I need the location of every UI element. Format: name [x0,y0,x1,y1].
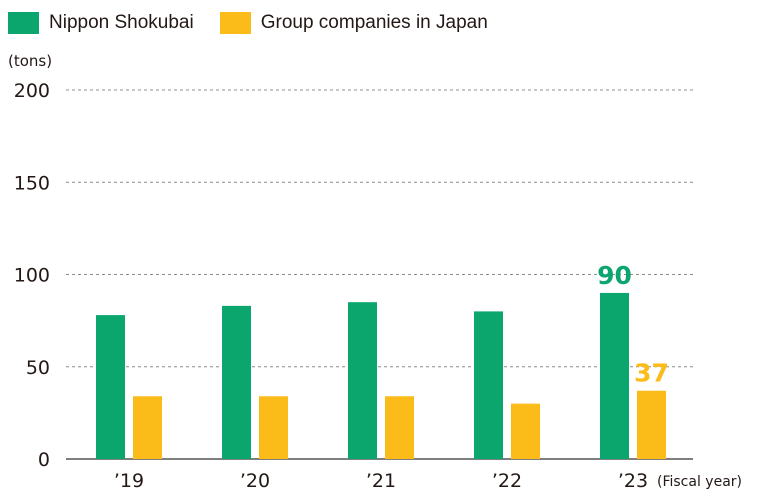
bar-group-companies [385,396,414,459]
legend-swatch-group-companies [219,12,251,34]
y-tick-label: 0 [38,449,50,471]
y-axis-unit-label: (tons) [8,52,53,70]
x-tick-label: ’20 [240,470,270,492]
data-label: 90 [597,261,632,290]
bar-nippon-shokubai [348,302,377,459]
bar-nippon-shokubai [474,311,503,459]
bar-group-companies [133,396,162,459]
x-tick-label: ’19 [114,470,144,492]
legend-swatch-nippon-shokubai [8,12,39,34]
bar-group-companies [511,403,540,459]
legend-label-nippon-shokubai: Nippon Shokubai [49,12,194,33]
x-tick-label: ’22 [492,470,522,492]
y-tick-label: 100 [14,265,50,287]
x-axis-suffix: (Fiscal year) [657,474,742,490]
legend-item-group-companies: Group companies in Japan [219,12,488,34]
bar-group-companies [637,390,666,459]
chart-legend: Nippon Shokubai Group companies in Japan [8,12,514,34]
x-tick-label: ’23 [618,470,648,492]
bar-nippon-shokubai [222,305,251,459]
x-tick-label: ’21 [366,470,396,492]
bar-nippon-shokubai [600,292,629,459]
data-label: 37 [634,359,669,388]
bar-group-companies [259,396,288,459]
y-tick-label: 150 [14,172,50,194]
y-tick-label: 200 [14,80,50,102]
legend-item-nippon-shokubai: Nippon Shokubai [8,12,194,34]
y-tick-label: 50 [26,357,50,379]
bar-nippon-shokubai [96,315,125,459]
legend-label-group-companies: Group companies in Japan [260,12,488,33]
